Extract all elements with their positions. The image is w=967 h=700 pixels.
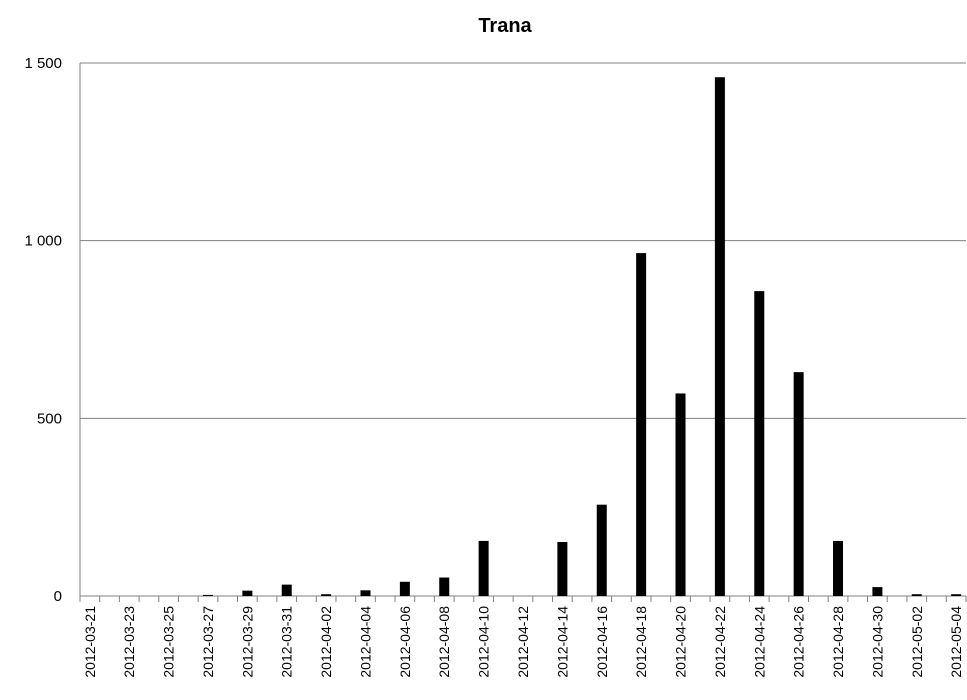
bar [675, 393, 686, 596]
x-tick-label: 2012-04-08 [436, 606, 452, 678]
x-tick-label: 2012-04-18 [633, 606, 649, 678]
x-tick-label: 2012-03-31 [279, 606, 295, 678]
bars [202, 77, 962, 597]
x-tick-label: 2012-03-21 [82, 606, 98, 678]
x-tick-label: 2012-04-10 [476, 606, 492, 678]
x-tick-label: 2012-04-14 [554, 606, 570, 678]
x-tick-label: 2012-04-20 [673, 606, 689, 678]
bar [596, 504, 607, 596]
bar [202, 594, 213, 596]
y-tick-label: 500 [37, 410, 62, 427]
bar [439, 577, 450, 596]
bar [754, 291, 765, 596]
x-tick-label: 2012-04-24 [751, 606, 767, 678]
bar [636, 253, 647, 596]
x-tick-label: 2012-03-23 [121, 606, 137, 678]
x-tick-label: 2012-04-30 [869, 606, 885, 678]
bar [360, 590, 371, 596]
x-tick-label: 2012-03-27 [200, 606, 216, 678]
x-tick-label: 2012-03-29 [239, 606, 255, 678]
bar [557, 541, 568, 596]
x-axis-tick-labels: 2012-03-21 2012-03-23 2012-03-25 2012-03-27… [82, 606, 964, 678]
bar [281, 584, 292, 596]
bar [951, 594, 962, 596]
bar [399, 581, 410, 596]
y-tick-label: 1 000 [24, 233, 62, 250]
x-tick-label: 2012-04-16 [594, 606, 610, 678]
y-tick-label: 1 500 [24, 55, 62, 72]
gridlines [79, 62, 967, 602]
x-tick-label: 2012-04-06 [397, 606, 413, 678]
bar [833, 540, 844, 596]
bar [321, 594, 332, 596]
bar [714, 77, 725, 597]
y-tick-label: 0 [54, 588, 62, 605]
x-tick-label: 2012-05-04 [948, 606, 964, 678]
bar [478, 540, 489, 596]
chart-title: Trana [478, 15, 532, 37]
x-tick-label: 2012-04-26 [791, 606, 807, 678]
x-tick-label: 2012-04-04 [357, 606, 373, 678]
x-tick-label: 2012-04-28 [830, 606, 846, 678]
bar [793, 372, 804, 596]
bar [872, 587, 883, 596]
x-tick-label: 2012-04-02 [318, 606, 334, 678]
x-tick-label: 2012-05-02 [909, 606, 925, 678]
y-axis-tick-labels: 0 500 1 000 1 500 [24, 55, 62, 605]
bar [242, 590, 253, 596]
x-tick-label: 2012-04-22 [712, 606, 728, 678]
x-tick-label: 2012-04-12 [515, 606, 531, 678]
x-tick-label: 2012-03-25 [161, 606, 177, 678]
bar [911, 594, 922, 596]
